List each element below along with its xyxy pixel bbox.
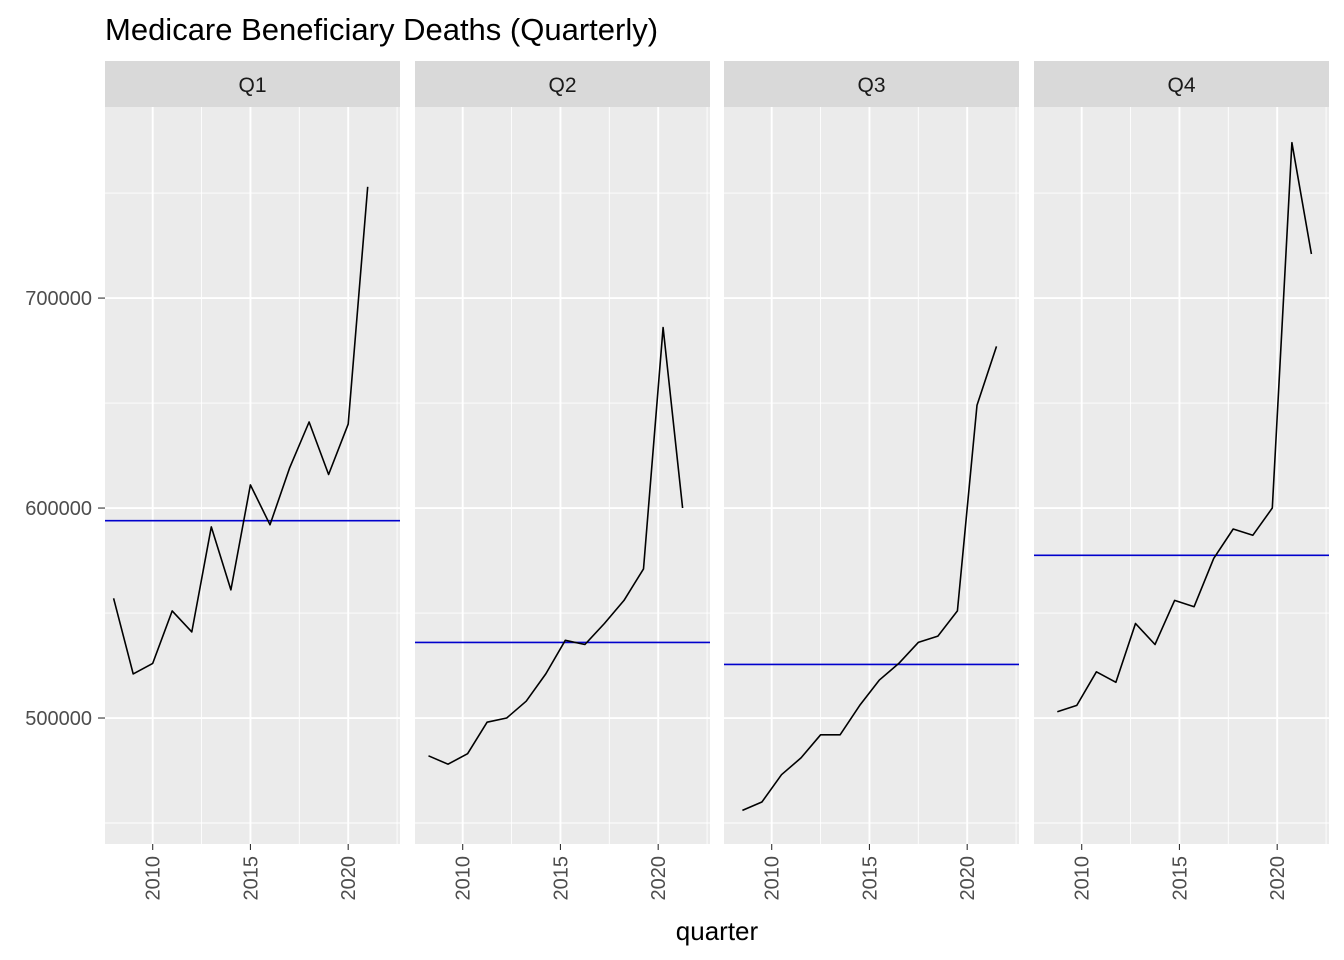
x-tick-label: 2015: [550, 856, 572, 901]
chart-title: Medicare Beneficiary Deaths (Quarterly): [105, 12, 658, 47]
x-tick-label: 2015: [1169, 856, 1191, 901]
x-axis-title: quarter: [676, 916, 759, 946]
x-tick-label: 2010: [1072, 856, 1094, 901]
x-tick-label: 2010: [453, 856, 475, 901]
facet-strip-label: Q4: [1167, 74, 1195, 97]
x-tick-label: 2015: [240, 856, 262, 901]
series-line-q3: [742, 346, 998, 812]
x-tick-label: 2020: [648, 856, 670, 901]
series-line-q2: [428, 326, 684, 766]
x-tick-label: 2020: [1267, 856, 1289, 901]
series-line-q1: [112, 186, 369, 675]
facet-strip-label: Q3: [857, 74, 885, 97]
x-tick-label: 2010: [762, 856, 784, 901]
x-tick-label: 2020: [957, 856, 979, 901]
facet-strip-q2: [415, 61, 710, 107]
x-tick-label: 2010: [143, 856, 165, 901]
x-tick-label: 2020: [338, 856, 360, 901]
panel-background-q3: [724, 107, 1019, 844]
facet-strip-q4: [1034, 61, 1329, 107]
x-tick-label: 2015: [859, 856, 881, 901]
y-tick-label: 600000: [25, 498, 92, 520]
panel-background-q2: [415, 107, 710, 844]
facet-strip-label: Q1: [238, 74, 266, 97]
facet-strip-label: Q2: [548, 74, 576, 97]
facet-strip-q3: [724, 61, 1019, 107]
series-line-q4: [1057, 141, 1313, 713]
panel-background-q1: [105, 107, 400, 844]
y-tick-label: 700000: [25, 288, 92, 310]
facet-strip-q1: [105, 61, 400, 107]
y-tick-label: 500000: [25, 708, 92, 730]
panel-background-q4: [1034, 107, 1329, 844]
